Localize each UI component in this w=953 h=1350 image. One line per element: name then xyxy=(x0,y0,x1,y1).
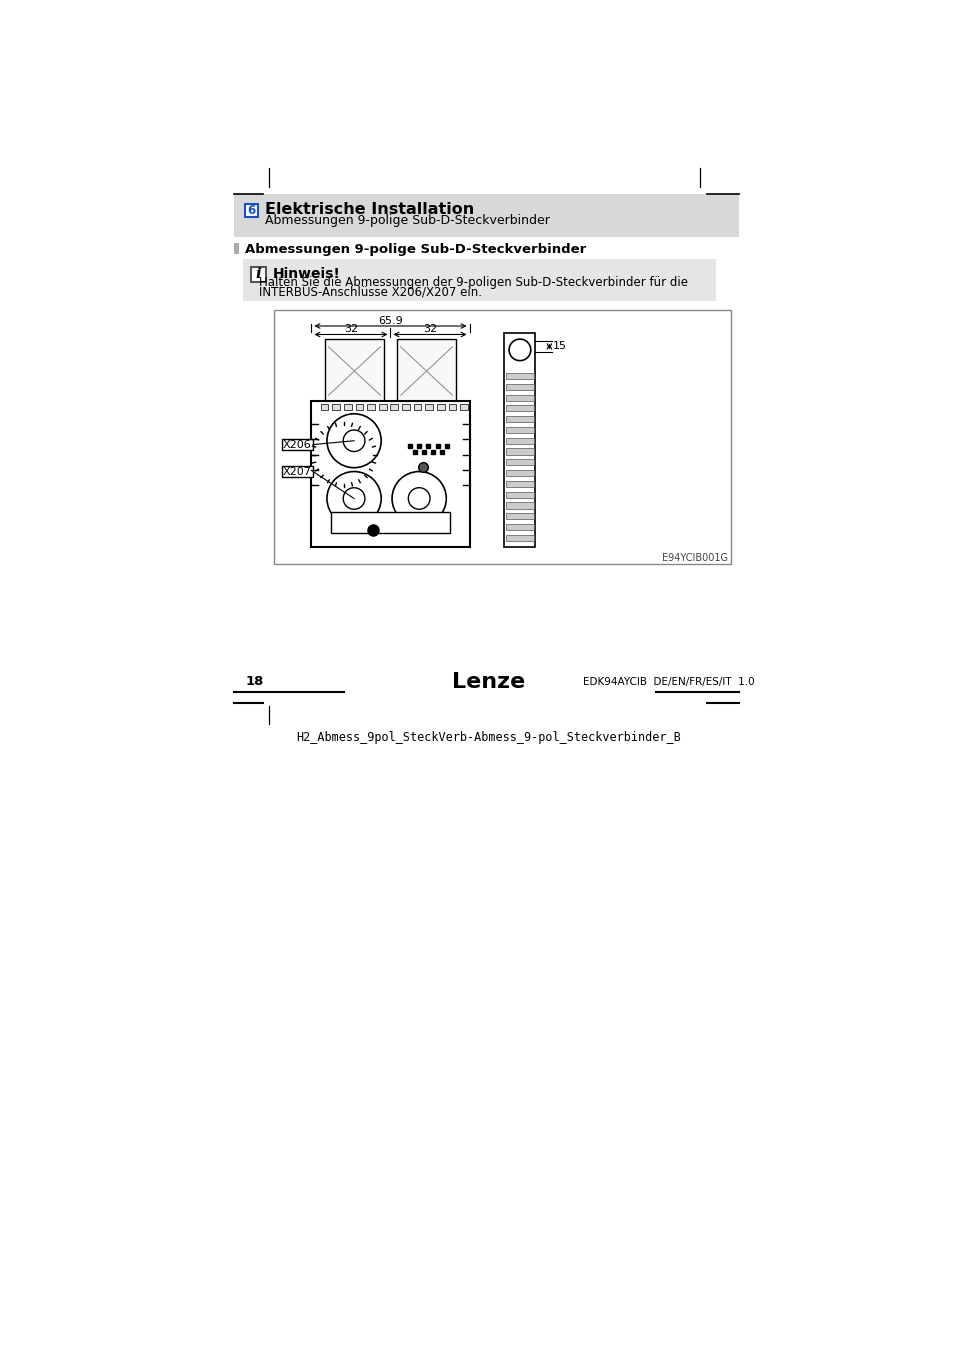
Bar xyxy=(245,204,257,216)
Bar xyxy=(320,404,328,410)
Bar xyxy=(505,470,534,477)
Bar xyxy=(505,427,534,433)
Bar xyxy=(505,481,534,487)
Bar xyxy=(505,373,534,379)
Bar xyxy=(274,310,731,564)
Bar xyxy=(505,383,534,390)
Text: 65.9: 65.9 xyxy=(377,316,402,325)
Bar xyxy=(233,243,239,254)
Text: 15: 15 xyxy=(552,342,566,351)
Bar xyxy=(448,404,456,410)
Bar xyxy=(332,404,340,410)
Text: i: i xyxy=(255,267,261,281)
Text: Lenze: Lenze xyxy=(452,672,525,691)
Text: 6: 6 xyxy=(247,204,255,216)
Bar xyxy=(505,405,534,412)
Bar xyxy=(233,194,739,236)
Bar xyxy=(396,339,456,404)
Text: INTERBUS-Anschlüsse X206/X207 ein.: INTERBUS-Anschlüsse X206/X207 ein. xyxy=(258,286,481,298)
Bar xyxy=(344,404,352,410)
Bar xyxy=(505,394,534,401)
Text: Abmessungen 9-polige Sub-D-Steckverbinder: Abmessungen 9-polige Sub-D-Steckverbinde… xyxy=(265,215,549,227)
Bar xyxy=(243,259,716,301)
Bar xyxy=(414,404,421,410)
Text: EDK94AYCIB  DE/EN/FR/ES/IT  1.0: EDK94AYCIB DE/EN/FR/ES/IT 1.0 xyxy=(582,676,754,687)
Text: 18: 18 xyxy=(246,675,264,688)
Text: 32: 32 xyxy=(422,324,436,333)
Bar xyxy=(436,404,444,410)
Bar xyxy=(505,513,534,520)
Text: 32: 32 xyxy=(343,324,357,333)
Bar xyxy=(404,440,455,458)
Bar xyxy=(402,404,410,410)
Bar xyxy=(505,459,534,466)
Text: Elektrische Installation: Elektrische Installation xyxy=(265,202,474,217)
Bar xyxy=(504,333,535,547)
Text: H2_Abmess_9pol_SteckVerb-Abmess_9-pol_Steckverbinder_B: H2_Abmess_9pol_SteckVerb-Abmess_9-pol_St… xyxy=(296,732,680,744)
Text: Hinweis!: Hinweis! xyxy=(273,267,340,281)
Text: Halten Sie die Abmessungen der 9-poligen Sub-D-Steckverbinder für die: Halten Sie die Abmessungen der 9-poligen… xyxy=(258,275,687,289)
Bar xyxy=(355,404,363,410)
Bar xyxy=(505,535,534,541)
Bar xyxy=(505,502,534,509)
Bar xyxy=(390,404,397,410)
Text: E94YCIB001G: E94YCIB001G xyxy=(661,552,727,563)
Bar xyxy=(378,404,386,410)
Bar xyxy=(425,404,433,410)
Bar xyxy=(505,437,534,444)
Text: Abmessungen 9-polige Sub-D-Steckverbinder: Abmessungen 9-polige Sub-D-Steckverbinde… xyxy=(245,243,585,255)
Bar xyxy=(251,267,266,282)
Bar xyxy=(282,439,313,450)
Bar xyxy=(505,416,534,423)
Bar xyxy=(505,524,534,531)
Bar xyxy=(282,466,313,477)
Bar xyxy=(505,448,534,455)
Bar xyxy=(324,339,384,404)
Text: X207: X207 xyxy=(283,467,312,477)
Bar xyxy=(311,401,469,547)
Bar xyxy=(367,404,375,410)
Bar xyxy=(331,512,450,533)
Bar xyxy=(459,404,468,410)
Text: X206: X206 xyxy=(283,440,312,450)
Bar xyxy=(505,491,534,498)
